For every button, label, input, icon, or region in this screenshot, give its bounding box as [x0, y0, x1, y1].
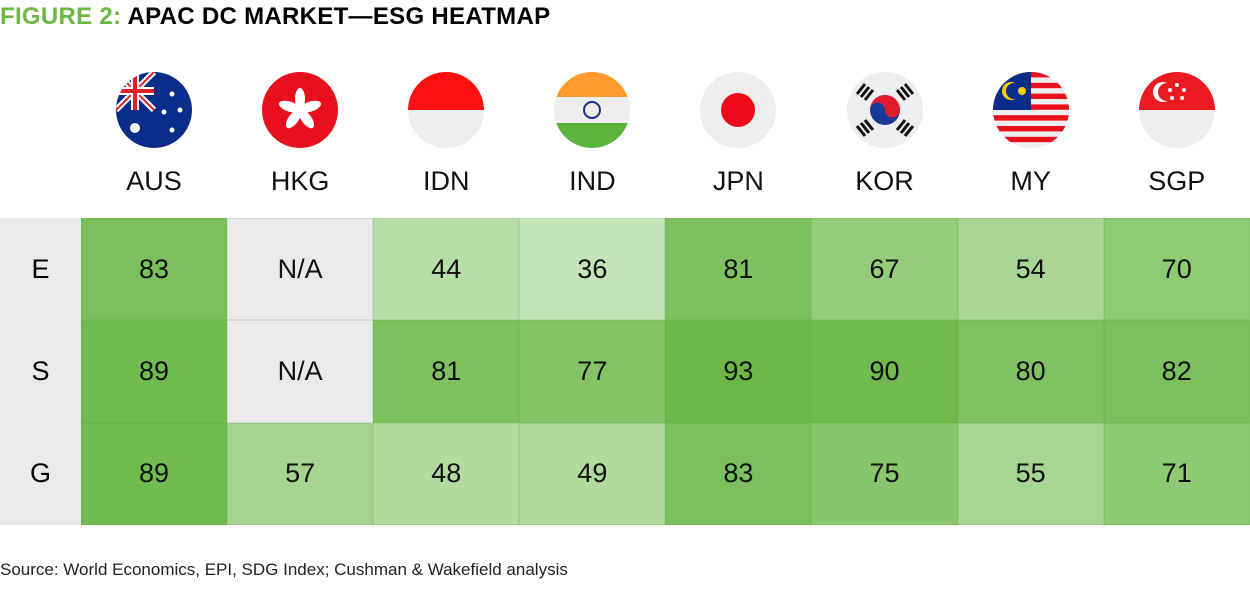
heatmap-cell: 77 — [519, 320, 666, 423]
ind-flag-icon — [554, 72, 631, 148]
country-label: AUS — [126, 166, 182, 196]
country-column-header: IND — [519, 72, 665, 197]
source-note: Source: World Economics, EPI, SDG Index;… — [0, 560, 568, 579]
country-label: IDN — [422, 166, 470, 196]
heatmap-cell: 83 — [81, 218, 228, 321]
heatmap-row-s: S 89 N/A 81 77 93 90 80 82 — [0, 320, 1250, 423]
country-label: IND — [569, 166, 616, 196]
heatmap-cell: 71 — [1103, 422, 1250, 525]
country-header: AUS HKG IDN IND JPN KOR MY SGP — [81, 72, 1250, 197]
heatmap-cell: 82 — [1103, 320, 1250, 423]
country-label: JPN — [712, 166, 764, 196]
heatmap-cell: 57 — [227, 422, 374, 525]
country-column-header: AUS — [81, 72, 227, 197]
country-column-header: SGP — [1104, 72, 1250, 197]
heatmap-cell: 67 — [811, 218, 958, 321]
heatmap-cell: N/A — [227, 320, 374, 423]
heatmap-cell: 36 — [519, 218, 666, 321]
heatmap-grid: E 83 N/A 44 36 81 67 54 70 S 89 N/A 81 77 93 90 80 82 G 89 5… — [0, 218, 1250, 525]
country-column-header: HKG — [227, 72, 373, 197]
country-column-header: JPN — [665, 72, 811, 197]
country-label: KOR — [855, 166, 914, 196]
country-label: MY — [1010, 166, 1051, 196]
heatmap-cell: N/A — [227, 218, 374, 321]
heatmap-row-e: E 83 N/A 44 36 81 67 54 70 — [0, 218, 1250, 321]
heatmap-cell: 55 — [957, 422, 1104, 525]
row-label: S — [0, 320, 81, 423]
country-label: HKG — [270, 166, 330, 196]
kor-flag-icon — [846, 72, 923, 148]
heatmap-cell: 44 — [373, 218, 520, 321]
idn-flag-icon — [408, 72, 485, 148]
heatmap-cell: 90 — [811, 320, 958, 423]
title-prefix: FIGURE 2: — [0, 3, 122, 30]
heatmap-cell: 49 — [519, 422, 666, 525]
heatmap-cell: 89 — [81, 422, 228, 525]
heatmap-cell: 93 — [665, 320, 812, 423]
sgp-flag-icon — [1138, 72, 1215, 148]
heatmap-row-g: G 89 57 48 49 83 75 55 71 — [0, 422, 1250, 525]
heatmap-cell: 54 — [957, 218, 1104, 321]
heatmap-cell: 83 — [665, 422, 812, 525]
my-flag-icon — [992, 72, 1069, 148]
country-column-header: IDN — [373, 72, 519, 197]
heatmap-cell: 81 — [665, 218, 812, 321]
country-column-header: MY — [958, 72, 1104, 197]
title-main: APAC DC MARKET—ESG HEATMAP — [127, 3, 551, 30]
heatmap-cell: 75 — [811, 422, 958, 525]
heatmap-cell: 81 — [373, 320, 520, 423]
row-label: G — [0, 422, 81, 525]
heatmap-cell: 89 — [81, 320, 228, 423]
heatmap-cell: 80 — [957, 320, 1104, 423]
heatmap-cell: 70 — [1103, 218, 1250, 321]
figure-title: FIGURE 2: APAC DC MARKET—ESG HEATMAP — [0, 3, 550, 31]
hkg-flag-icon — [262, 72, 339, 148]
aus-flag-icon — [116, 72, 193, 148]
country-column-header: KOR — [811, 72, 957, 197]
jpn-flag-icon — [700, 72, 777, 148]
country-label: SGP — [1148, 166, 1206, 196]
row-label: E — [0, 218, 81, 321]
heatmap-cell: 48 — [373, 422, 520, 525]
